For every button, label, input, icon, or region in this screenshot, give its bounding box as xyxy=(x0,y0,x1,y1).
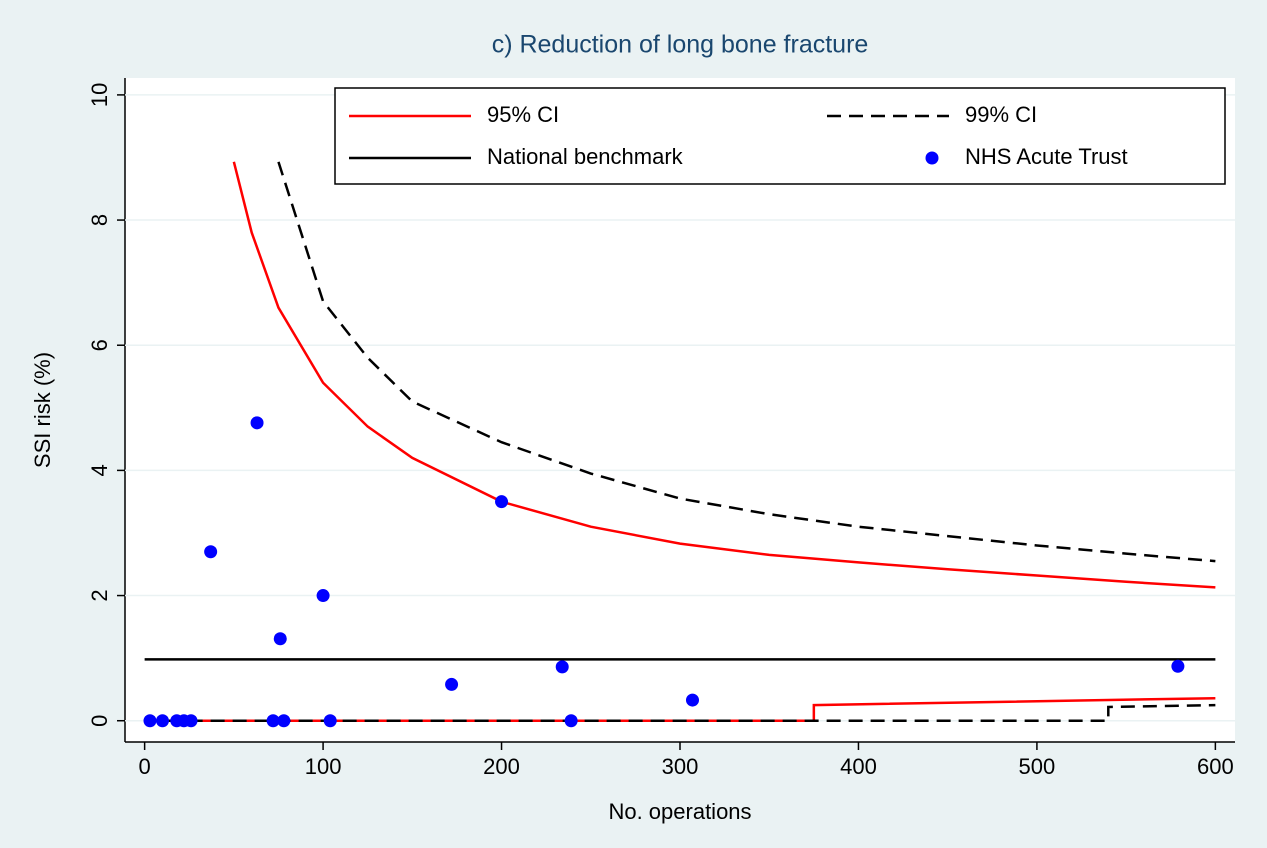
x-axis-label: No. operations xyxy=(608,799,751,824)
y-axis-label: SSI risk (%) xyxy=(30,352,55,468)
x-tick-label: 200 xyxy=(483,754,520,779)
plot-area xyxy=(125,78,1235,742)
x-tick-label: 0 xyxy=(139,754,151,779)
x-tick-label: 100 xyxy=(305,754,342,779)
y-tick-label: 6 xyxy=(87,339,112,351)
point xyxy=(250,416,264,430)
y-tick-label: 8 xyxy=(87,214,112,226)
point xyxy=(323,714,337,728)
point xyxy=(155,714,169,728)
point xyxy=(277,714,291,728)
point xyxy=(266,714,280,728)
point xyxy=(184,714,198,728)
x-tick-label: 300 xyxy=(662,754,699,779)
legend-label: 99% CI xyxy=(965,102,1037,127)
legend-box xyxy=(334,87,1226,185)
point xyxy=(555,660,569,674)
legend-label: 95% CI xyxy=(487,102,559,127)
y-tick-label: 10 xyxy=(87,83,112,107)
y-tick-label: 0 xyxy=(87,715,112,727)
point xyxy=(316,589,330,603)
point xyxy=(445,677,459,691)
y-tick-label: 2 xyxy=(87,589,112,601)
legend-label: National benchmark xyxy=(487,144,684,169)
series-line xyxy=(144,161,1216,722)
point xyxy=(685,693,699,707)
point xyxy=(1171,659,1185,673)
chart-title: c) Reduction of long bone fracture xyxy=(492,31,869,59)
legend-label: NHS Acute Trust xyxy=(965,144,1128,169)
x-tick-label: 500 xyxy=(1019,754,1056,779)
x-tick-label: 400 xyxy=(840,754,877,779)
point xyxy=(273,632,287,646)
point xyxy=(495,495,509,509)
point xyxy=(204,545,218,559)
x-tick-label: 600 xyxy=(1197,754,1234,779)
y-tick-label: 4 xyxy=(87,464,112,476)
legend-marker xyxy=(925,151,939,165)
point xyxy=(143,714,157,728)
point xyxy=(564,714,578,728)
